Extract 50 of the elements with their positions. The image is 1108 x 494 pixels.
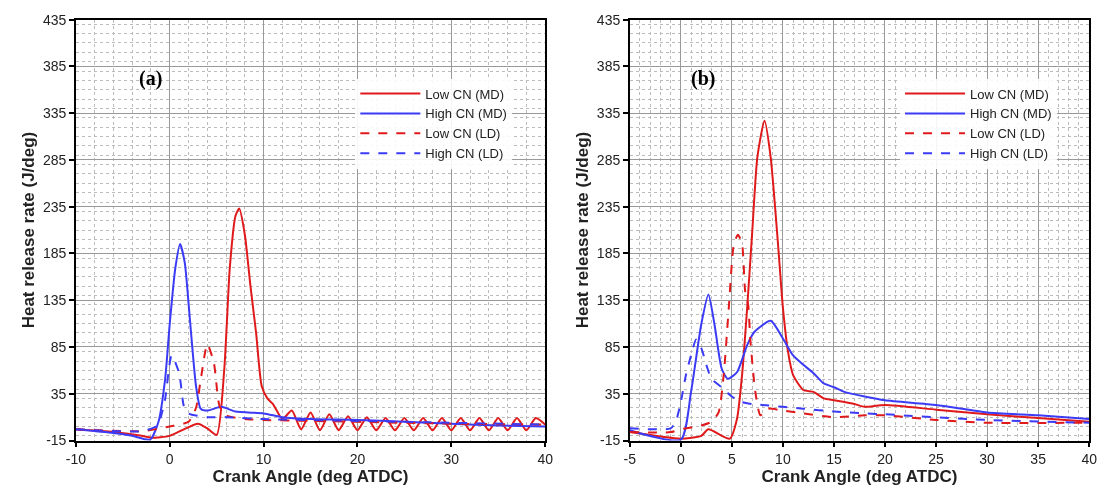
y-tick-label: 85	[50, 338, 67, 355]
y-tick-label: 235	[596, 198, 621, 215]
x-tick-label: 10	[255, 451, 272, 468]
y-tick-label: 185	[43, 245, 67, 262]
y-axis-title: Heat release rate (J/deg)	[572, 131, 592, 329]
x-tick-label: 10	[775, 451, 791, 468]
y-tick-label: 285	[43, 151, 67, 168]
legend-label: Low CN (MD)	[425, 86, 505, 102]
y-tick-label: 135	[43, 292, 67, 309]
x-tick-label: 40	[1081, 451, 1098, 468]
annotation: (a)	[139, 67, 163, 90]
y-tick-label: 35	[604, 385, 621, 402]
y-tick-label: 335	[43, 105, 67, 122]
legend-label: High CN (LD)	[970, 146, 1049, 162]
y-tick-label: 35	[50, 385, 67, 402]
legend-label: High CN (MD)	[425, 106, 507, 122]
y-tick-label: 285	[596, 151, 621, 168]
x-tick-label: 30	[979, 451, 996, 468]
x-tick-label: 0	[165, 451, 174, 468]
x-tick-label: 20	[349, 451, 366, 468]
legend-label: Low CN (LD)	[425, 126, 501, 142]
x-tick-label: 25	[928, 451, 945, 468]
legend-label: High CN (LD)	[425, 146, 504, 162]
x-tick-label: 5	[727, 451, 736, 468]
x-tick-label: -10	[65, 451, 87, 468]
legend-label: Low CN (LD)	[970, 126, 1046, 142]
y-tick-label: -15	[46, 432, 67, 449]
y-tick-label: 135	[596, 292, 621, 309]
y-tick-label: 235	[43, 198, 67, 215]
legend-label: High CN (MD)	[970, 106, 1052, 122]
y-axis-title: Heat release rate (J/deg)	[19, 131, 39, 329]
x-tick-label: -5	[623, 451, 637, 468]
y-tick-label: 435	[43, 11, 67, 28]
y-tick-label: 185	[596, 245, 621, 262]
x-tick-label: 20	[877, 451, 893, 468]
x-tick-label: 40	[537, 451, 554, 468]
annotation: (b)	[691, 67, 716, 90]
y-tick-label: -15	[599, 432, 621, 449]
x-axis-title: Crank Angle (deg ATDC)	[761, 467, 958, 487]
y-tick-label: 435	[596, 11, 621, 28]
x-tick-label: 30	[443, 451, 460, 468]
y-tick-label: 385	[596, 58, 621, 75]
y-tick-label: 85	[604, 338, 621, 355]
x-tick-label: 35	[1030, 451, 1047, 468]
y-tick-label: 385	[43, 58, 67, 75]
y-tick-label: 335	[596, 105, 621, 122]
legend-label: Low CN (MD)	[970, 86, 1049, 102]
x-axis-title: Crank Angle (deg ATDC)	[212, 467, 409, 487]
x-tick-label: 0	[676, 451, 685, 468]
x-tick-label: 15	[826, 451, 842, 468]
